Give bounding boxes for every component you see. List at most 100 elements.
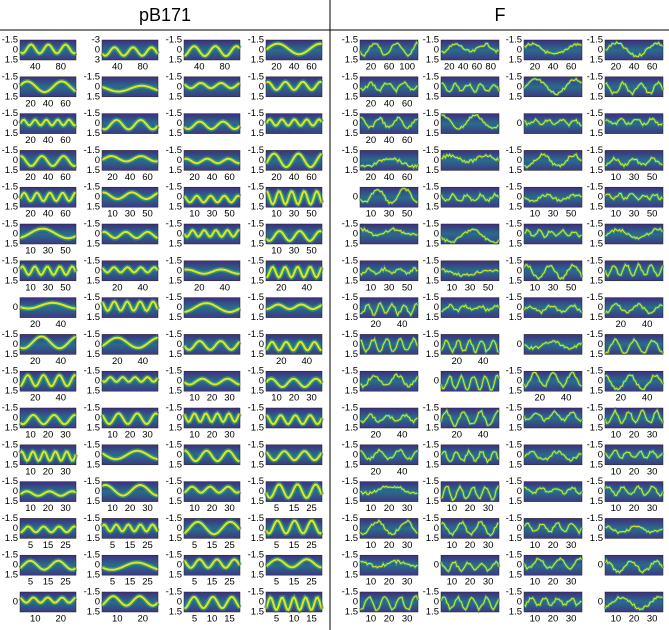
y-tick-label: 1.5 [509, 459, 522, 470]
y-tick-label: 0 [517, 81, 522, 92]
trace [19, 154, 77, 168]
x-tick-label: 50 [566, 209, 577, 220]
x-tick-label: 60 [472, 62, 483, 73]
x-tick-label: 20 [465, 503, 476, 514]
y-tick-label: -1.5 [342, 219, 358, 230]
trace [19, 559, 77, 571]
plot-frame [183, 554, 241, 576]
y-tick-label: -1.5 [587, 292, 603, 303]
y-tick-label: -1.5 [506, 182, 522, 193]
y-tick-label: 0 [259, 560, 264, 571]
x-tick-label: 25 [224, 577, 235, 588]
y-tick-label: -3 [92, 35, 100, 46]
trace [440, 228, 500, 244]
x-tick-label: 25 [142, 577, 153, 588]
y-tick-label: 0 [259, 192, 264, 203]
y-tick-label: -1.5 [2, 255, 18, 266]
y-tick-label: -1.5 [342, 439, 358, 450]
x-tick-label: 15 [207, 577, 218, 588]
y-tick-label: -1.5 [587, 182, 603, 193]
y-tick-label: -1.5 [166, 35, 182, 46]
plot-frame [440, 186, 500, 208]
y-tick-label: -1.5 [506, 145, 522, 156]
trace [359, 187, 419, 205]
x-tick-label: 10 [25, 430, 36, 441]
plot-frame [19, 113, 77, 134]
trace [101, 561, 159, 571]
trace [440, 82, 500, 93]
y-tick-label: 1.5 [426, 275, 439, 286]
x-tick-label: 60 [60, 98, 71, 109]
y-tick-label: 1.5 [87, 275, 100, 286]
y-tick-label: -1.5 [423, 35, 439, 46]
plot-frame [440, 444, 500, 466]
plot-frame [265, 297, 323, 318]
x-tick-label: 30 [224, 503, 235, 514]
x-tick-label: 30 [224, 393, 235, 404]
y-tick-label: -1.5 [342, 255, 358, 266]
y-tick-label: 1.5 [169, 570, 182, 581]
y-tick-label: 0 [517, 597, 522, 608]
heatmap [524, 150, 582, 171]
x-tick-label: 60 [402, 172, 413, 183]
y-tick-label: 0 [353, 486, 358, 497]
y-tick-label: 0 [177, 486, 182, 497]
plot-frame [183, 150, 241, 171]
plot-frame [265, 150, 323, 171]
y-tick-label: 0 [13, 486, 18, 497]
y-tick-label: 0 [434, 523, 439, 534]
x-tick-label: 40 [397, 430, 408, 441]
plot-frame [101, 297, 159, 318]
x-tick-label: 40 [384, 135, 395, 146]
y-tick-label: 1.5 [169, 607, 182, 618]
heatmap [184, 113, 240, 134]
plot-frame [604, 554, 664, 576]
x-tick-label: 30 [629, 209, 640, 220]
y-tick-label: 0 [434, 118, 439, 129]
y-tick-label: 0 [177, 302, 182, 313]
y-tick-label: 1.5 [509, 165, 522, 176]
x-tick-label: 30 [566, 540, 577, 551]
x-tick-label: 15 [289, 503, 300, 514]
y-tick-label: -1.5 [248, 71, 264, 82]
x-tick-label: 20 [452, 356, 463, 367]
trace [440, 449, 500, 464]
x-tick-label: 60 [306, 62, 317, 73]
y-tick-label: 1.5 [5, 423, 18, 434]
plot-frame [523, 518, 583, 539]
y-tick-label: -1.5 [166, 292, 182, 303]
x-tick-label: 15 [125, 577, 136, 588]
plot-frame [183, 407, 241, 429]
y-tick-label: -1.5 [587, 108, 603, 119]
y-tick-label: 0 [177, 560, 182, 571]
y-tick-label: -1.5 [423, 219, 439, 230]
y-tick-label: -1.5 [423, 403, 439, 414]
y-tick-label: -1.5 [2, 145, 18, 156]
y-tick-label: -1.5 [248, 476, 264, 487]
y-tick-label: -1.5 [506, 255, 522, 266]
trace [359, 413, 419, 424]
y-tick-label: -1.5 [84, 255, 100, 266]
y-tick-label: 0 [434, 376, 439, 387]
y-tick-label: 0 [95, 192, 100, 203]
x-tick-label: 20 [616, 393, 627, 404]
y-tick-label: 0 [598, 486, 603, 497]
x-tick-label: 30 [483, 540, 494, 551]
x-tick-label: 20 [452, 430, 463, 441]
trace [19, 525, 77, 534]
x-tick-label: 30 [289, 209, 300, 220]
y-tick-label: 0 [13, 376, 18, 387]
y-tick-label: -1.5 [84, 587, 100, 598]
trace [101, 191, 159, 201]
x-tick-label: 30 [566, 614, 577, 625]
heatmap [441, 260, 499, 281]
x-tick-label: 30 [566, 577, 577, 588]
y-tick-label: 1.5 [169, 496, 182, 507]
y-tick-label: 1.5 [251, 312, 264, 323]
plot-frame [19, 370, 77, 392]
x-tick-label: 40 [642, 319, 653, 330]
trace [604, 156, 664, 168]
x-tick-label: 30 [465, 282, 476, 293]
x-tick-label: 5 [28, 577, 33, 588]
trace [523, 410, 583, 422]
